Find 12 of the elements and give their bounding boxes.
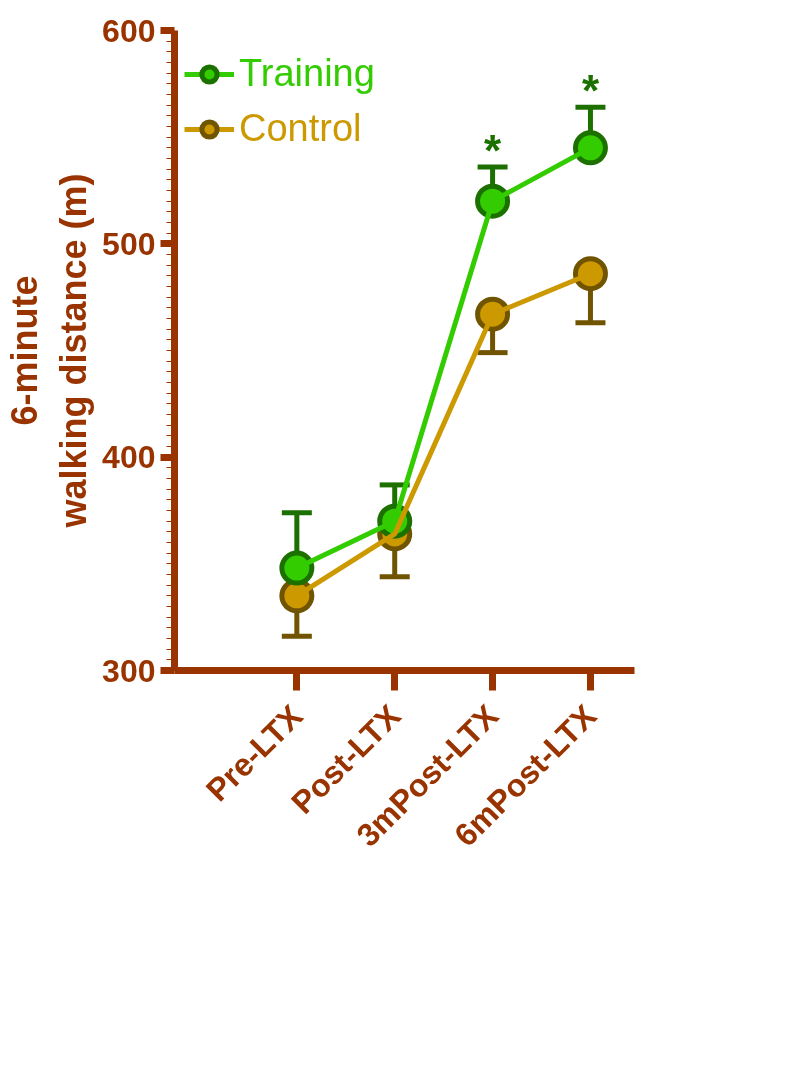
y-axis-title: 6-minute walking distance (m) bbox=[3, 173, 95, 529]
point bbox=[572, 130, 608, 166]
y-tick-label: 300 bbox=[102, 652, 156, 689]
y-tick-label: 400 bbox=[102, 439, 156, 476]
point bbox=[572, 256, 608, 292]
y-tick-label: 500 bbox=[102, 225, 156, 262]
y-tick-label: 600 bbox=[102, 12, 156, 49]
legend-label: Control bbox=[239, 107, 362, 150]
annotation: * bbox=[484, 126, 503, 176]
annotation: * bbox=[581, 66, 600, 116]
legend-label: Training bbox=[239, 52, 375, 95]
point bbox=[279, 550, 315, 586]
